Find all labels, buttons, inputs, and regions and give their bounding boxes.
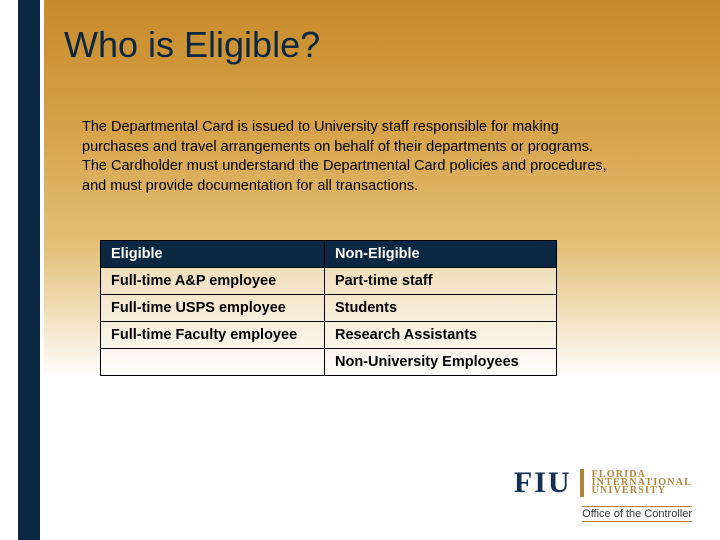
eligibility-table: Eligible Non-Eligible Full-time A&P empl… (100, 240, 557, 376)
table-row: Non-University Employees (101, 349, 557, 376)
table-cell: Part-time staff (325, 268, 557, 295)
footer: FIU FLORIDA INTERNATIONAL UNIVERSITY Off… (514, 466, 692, 522)
table-header-cell: Non-Eligible (325, 241, 557, 268)
left-band (18, 0, 42, 540)
table-cell: Full-time Faculty employee (101, 322, 325, 349)
office-label: Office of the Controller (582, 506, 692, 522)
logo-line: UNIVERSITY (592, 487, 692, 495)
table-cell: Research Assistants (325, 322, 557, 349)
table-row: Full-time USPS employee Students (101, 295, 557, 322)
table-row: Full-time A&P employee Part-time staff (101, 268, 557, 295)
table-header-cell: Eligible (101, 241, 325, 268)
logo-accent-bar (580, 469, 584, 497)
table-cell: Full-time A&P employee (101, 268, 325, 295)
slide-body: The Departmental Card is issued to Unive… (82, 118, 618, 196)
table-cell (101, 349, 325, 376)
table-row: Full-time Faculty employee Research Assi… (101, 322, 557, 349)
logo-university-name: FLORIDA INTERNATIONAL UNIVERSITY (592, 471, 692, 496)
table-header-row: Eligible Non-Eligible (101, 241, 557, 268)
table-cell: Students (325, 295, 557, 322)
slide: Who is Eligible? The Departmental Card i… (0, 0, 720, 540)
table-cell: Full-time USPS employee (101, 295, 325, 322)
table-cell: Non-University Employees (325, 349, 557, 376)
fiu-logo: FIU FLORIDA INTERNATIONAL UNIVERSITY (514, 466, 692, 500)
logo-wordmark: FIU (514, 466, 572, 500)
slide-title: Who is Eligible? (64, 24, 320, 66)
